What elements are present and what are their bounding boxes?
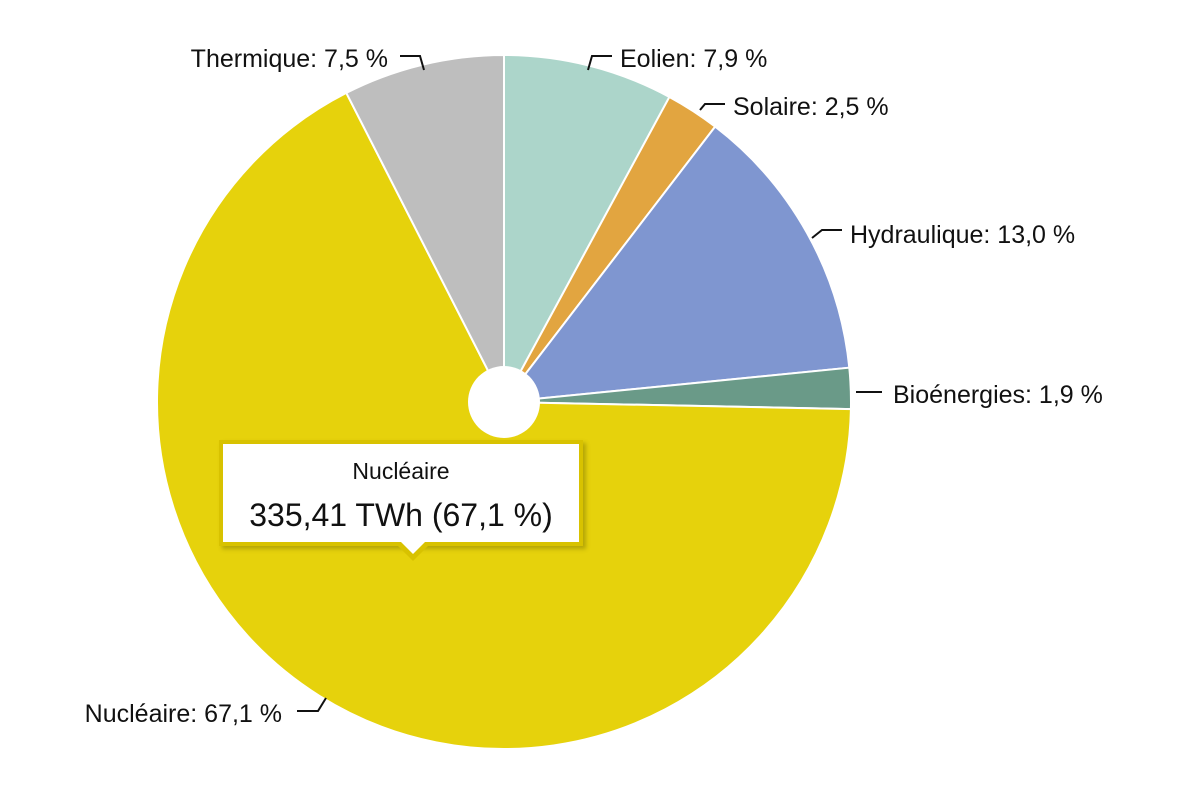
leader-line-thermique [400,55,425,71]
leader-line-solaire [699,103,725,111]
tooltip-value: 335,41 TWh (67,1 %) [249,497,553,533]
leader-line-eolien [587,55,612,71]
leader-line-nucleaire [297,697,327,712]
data-label-bioenergies: Bioénergies: 1,9 % [893,381,1103,409]
data-label-hydraulique: Hydraulique: 13,0 % [850,221,1075,249]
tooltip-title: Nucléaire [352,458,450,484]
data-label-thermique: Thermique: 7,5 % [191,45,388,73]
leader-line-hydraulique [811,229,842,239]
pie-slice-hydraulique[interactable] [501,125,851,404]
pie-center-hole [468,366,540,438]
data-label-eolien: Eolien: 7,9 % [620,45,767,73]
data-label-solaire: Solaire: 2,5 % [733,93,889,121]
data-label-nucleaire: Nucléaire: 67,1 % [85,700,282,728]
tooltip-nucleaire: Nucléaire 335,41 TWh (67,1 %) [219,440,583,561]
